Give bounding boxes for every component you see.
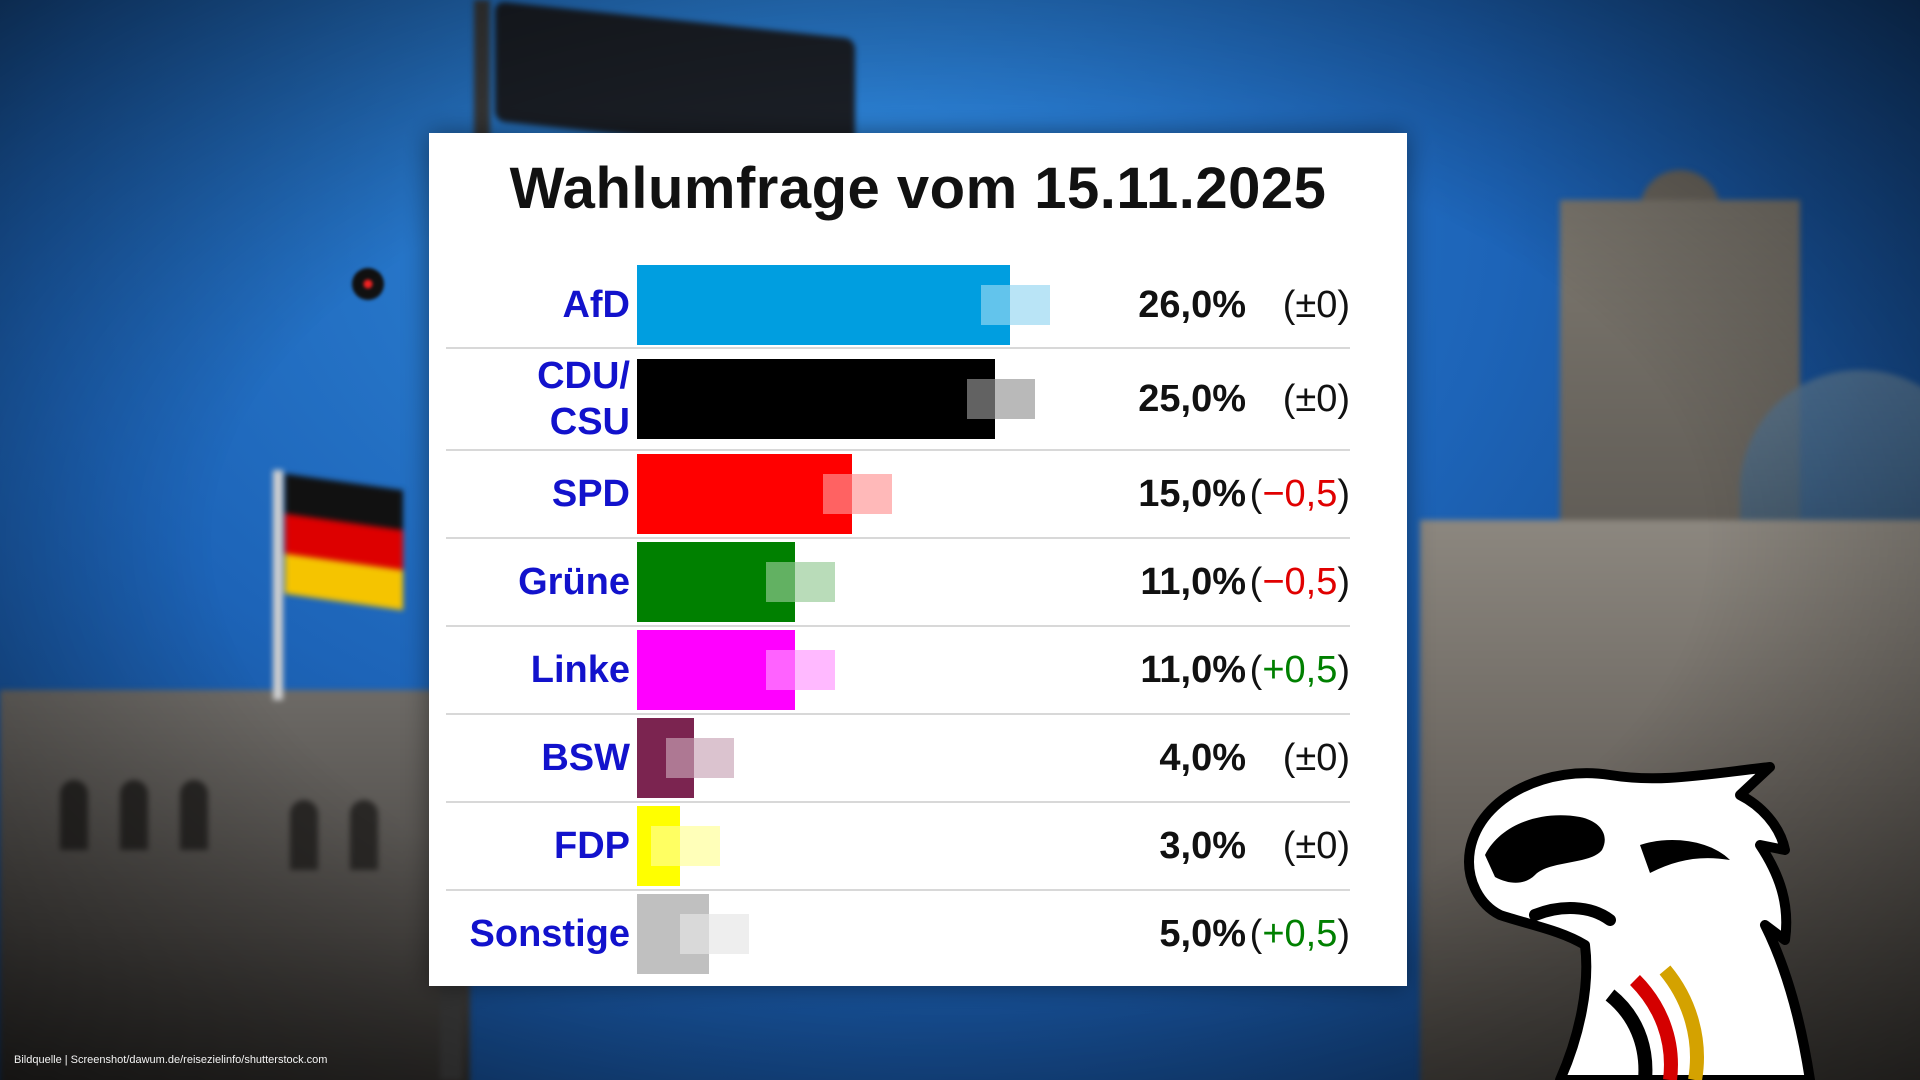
bar xyxy=(637,359,996,439)
change-label: (+0,5) xyxy=(1249,912,1350,955)
value-label: 3,0% xyxy=(1159,824,1246,867)
bar xyxy=(637,454,852,534)
uncertainty-band xyxy=(665,738,735,778)
change-label: (−0,5) xyxy=(1249,560,1350,603)
change-value: +0,5 xyxy=(1262,912,1338,955)
poll-row: Sonstige 5,0%(+0,5) xyxy=(446,891,1350,977)
uncertainty-band xyxy=(766,650,835,690)
poll-row: AfD 26,0% (±0) xyxy=(446,263,1350,349)
change-label: (±0) xyxy=(1282,824,1350,867)
bar-area xyxy=(637,891,1107,977)
party-label: CDU/ CSU xyxy=(537,355,630,443)
poll-row: FDP 3,0% (±0) xyxy=(446,803,1350,891)
chart-title: Wahlumfrage vom 15.11.2025 xyxy=(509,156,1327,221)
party-label: Grüne xyxy=(518,561,630,603)
value-label: 15,0% xyxy=(1138,472,1246,515)
change-value: ±0 xyxy=(1295,377,1338,420)
bar xyxy=(637,894,709,974)
bar xyxy=(637,630,795,710)
change-label: (−0,5) xyxy=(1249,472,1350,515)
uncertainty-band xyxy=(823,474,893,514)
change-value: −0,5 xyxy=(1262,472,1338,515)
party-label: SPD xyxy=(551,473,630,515)
uncertainty-band xyxy=(966,379,1036,419)
bar xyxy=(637,806,680,886)
poll-chart-panel: Wahlumfrage vom 15.11.2025 AfD 26,0%(±0) C… xyxy=(429,133,1407,986)
bar xyxy=(637,718,695,798)
change-label: (±0) xyxy=(1282,283,1350,326)
bar-area xyxy=(637,349,1107,449)
bar-area xyxy=(637,539,1107,625)
poll-row: BSW 4,0% (±0) xyxy=(446,715,1350,803)
change-value: +0,5 xyxy=(1262,648,1338,691)
uncertainty-band xyxy=(981,285,1050,325)
change-label: (±0) xyxy=(1282,736,1350,779)
bar xyxy=(637,542,795,622)
change-value: ±0 xyxy=(1295,824,1338,867)
bar-area xyxy=(637,803,1107,889)
bar-area xyxy=(637,451,1107,537)
uncertainty-band xyxy=(766,562,835,602)
bar-area xyxy=(637,263,1107,347)
uncertainty-band xyxy=(680,914,749,954)
bar-area xyxy=(637,715,1107,801)
change-value: ±0 xyxy=(1295,736,1338,779)
value-label: 5,0% xyxy=(1159,912,1246,955)
party-label: AfD xyxy=(562,284,630,326)
poll-row: CDU/ CSU 25,0% (±0) xyxy=(446,349,1350,451)
change-label: (±0) xyxy=(1282,377,1350,420)
party-label: FDP xyxy=(554,825,630,867)
poll-row: Linke 11,0%(+0,5) xyxy=(446,627,1350,715)
image-credit: Bildquelle | Screenshot/dawum.de/reisezi… xyxy=(14,1054,328,1066)
bar xyxy=(637,265,1010,345)
value-label: 11,0% xyxy=(1140,560,1246,603)
value-label: 26,0% xyxy=(1138,283,1246,326)
party-label: Linke xyxy=(530,649,630,691)
poll-rows: AfD 26,0%(±0) CDU/ CSU 25,0%(±0) SPD 15,0%(−0… xyxy=(446,263,1350,977)
value-label: 4,0% xyxy=(1159,736,1246,779)
party-label: BSW xyxy=(541,737,630,779)
value-label: 25,0% xyxy=(1138,377,1246,420)
poll-row: SPD 15,0%(−0,5) xyxy=(446,451,1350,539)
poll-row: Grüne 11,0%(−0,5) xyxy=(446,539,1350,627)
change-value: ±0 xyxy=(1295,283,1338,326)
party-label: Sonstige xyxy=(469,913,630,955)
change-label: (+0,5) xyxy=(1249,648,1350,691)
bar-area xyxy=(637,627,1107,713)
eagle-logo-icon xyxy=(1464,762,1815,1080)
uncertainty-band xyxy=(651,826,721,866)
change-value: −0,5 xyxy=(1262,560,1338,603)
value-label: 11,0% xyxy=(1140,648,1246,691)
